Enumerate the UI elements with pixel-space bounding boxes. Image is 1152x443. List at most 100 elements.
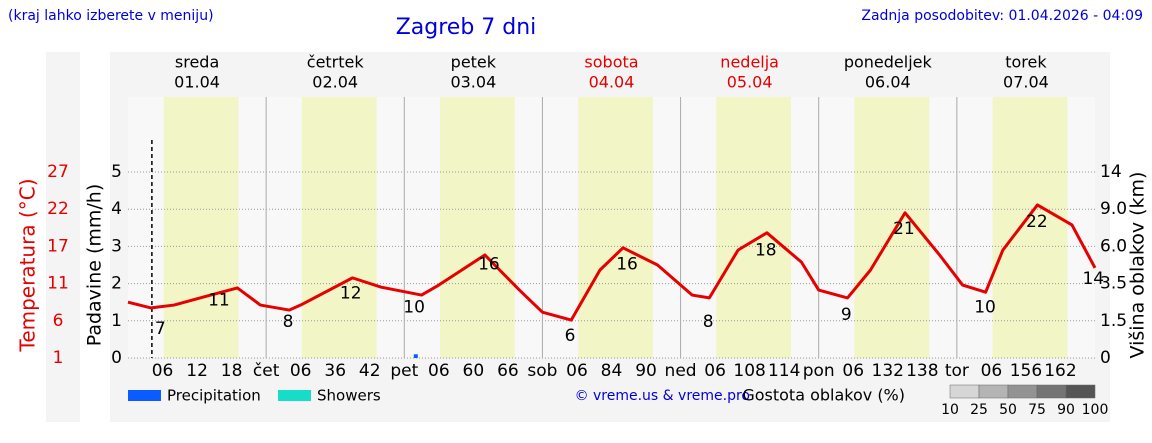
x-tick-label: 84 bbox=[601, 361, 623, 381]
legend-label: Precipitation bbox=[167, 387, 261, 405]
temperature-tick-label: 11 bbox=[47, 274, 69, 294]
x-tick-label: 36 bbox=[324, 361, 346, 381]
cloud-height-tick-label: 9.0 bbox=[1100, 199, 1127, 219]
y-tick-label: 0 bbox=[111, 348, 122, 368]
x-tick-label: pet bbox=[390, 361, 418, 381]
y-tick-label: 2 bbox=[111, 274, 122, 294]
cloud-scale-label: 100 bbox=[1082, 402, 1109, 418]
temperature-label: 16 bbox=[478, 255, 500, 275]
daylight-band bbox=[301, 97, 377, 358]
legend-label: Showers bbox=[317, 387, 381, 405]
day-name: nedelja bbox=[720, 53, 779, 72]
y-axis-title: Padavine (mm/h) bbox=[84, 184, 106, 347]
temperature-label: 8 bbox=[283, 312, 294, 332]
temperature-label: 16 bbox=[616, 255, 638, 275]
day-date: 04.04 bbox=[589, 73, 635, 92]
temperature-label: 10 bbox=[403, 298, 425, 318]
page-title: Zagreb 7 dni bbox=[396, 15, 537, 40]
daylight-band bbox=[439, 97, 515, 358]
x-tick-label: sob bbox=[527, 361, 557, 381]
x-tick-label: 06 bbox=[981, 361, 1003, 381]
cloud-height-tick-label: 0 bbox=[1100, 348, 1111, 368]
credit: © vreme.us & vreme.pro bbox=[575, 388, 750, 404]
x-tick-label: 12 bbox=[186, 361, 208, 381]
cloud-scale-label: 75 bbox=[1028, 402, 1046, 418]
day-date: 06.04 bbox=[865, 73, 911, 92]
temperature-label: 8 bbox=[703, 312, 714, 332]
temperature-tick-label: 1 bbox=[53, 348, 64, 368]
day-name: četrtek bbox=[307, 53, 365, 72]
daylight-band bbox=[716, 97, 792, 358]
temperature-label: 22 bbox=[1026, 212, 1048, 232]
cloud-scale-label: 25 bbox=[970, 402, 988, 418]
cloud-height-tick-label: 6.0 bbox=[1100, 236, 1127, 256]
temperature-label: 12 bbox=[340, 283, 362, 303]
cloud-height-tick-label: 14 bbox=[1100, 162, 1122, 182]
cloud-height-tick-label: 3.5 bbox=[1100, 274, 1127, 294]
temperature-tick-label: 6 bbox=[53, 311, 64, 331]
cloud-scale-box bbox=[1065, 384, 1096, 399]
x-tick-label: ned bbox=[665, 361, 697, 381]
x-tick-label: 06 bbox=[566, 361, 588, 381]
daylight-band bbox=[992, 97, 1068, 358]
x-tick-label: 108 bbox=[733, 361, 765, 381]
daylight-band bbox=[163, 97, 239, 358]
cloud-scale-label: 10 bbox=[941, 402, 959, 418]
x-tick-label: 162 bbox=[1044, 361, 1076, 381]
x-tick-label: 60 bbox=[463, 361, 485, 381]
x-tick-label: 90 bbox=[635, 361, 657, 381]
day-name: torek bbox=[1005, 53, 1047, 72]
day-name: ponedeljek bbox=[844, 53, 933, 72]
temperature-label: 21 bbox=[893, 219, 915, 239]
x-tick-label: 06 bbox=[152, 361, 174, 381]
menu-hint: (kraj lahko izberete v meniju) bbox=[8, 8, 214, 24]
cloud-height-tick-label: 1.5 bbox=[1100, 311, 1127, 331]
day-name: sobota bbox=[584, 53, 638, 72]
temperature-label: 6 bbox=[565, 326, 576, 346]
x-tick-label: 06 bbox=[290, 361, 312, 381]
y-tick-label: 1 bbox=[111, 311, 122, 331]
cloud-scale-box bbox=[1007, 384, 1038, 399]
temperature-label: 11 bbox=[208, 290, 230, 310]
update-time: Zadnja posodobitev: 01.04.2026 - 04:09 bbox=[861, 8, 1143, 24]
day-name: petek bbox=[451, 53, 497, 72]
day-date: 05.04 bbox=[727, 73, 773, 92]
x-tick-label: pon bbox=[803, 361, 835, 381]
cloud-scale-label: 50 bbox=[999, 402, 1017, 418]
legend-swatch bbox=[278, 390, 311, 401]
cloud-scale-label: 90 bbox=[1057, 402, 1075, 418]
temperature-label: 9 bbox=[841, 305, 852, 325]
x-tick-label: 18 bbox=[221, 361, 243, 381]
x-tick-label: 156 bbox=[1010, 361, 1042, 381]
day-name: sreda bbox=[175, 53, 219, 72]
daylight-band bbox=[578, 97, 653, 358]
temperature-axis-title: Temperatura (°C) bbox=[16, 178, 40, 352]
day-date: 03.04 bbox=[450, 73, 496, 92]
temperature-label: 18 bbox=[755, 240, 777, 260]
precipitation-bar bbox=[413, 354, 418, 358]
x-tick-label: 66 bbox=[497, 361, 519, 381]
temperature-label: 7 bbox=[155, 319, 166, 339]
x-tick-label: 114 bbox=[768, 361, 800, 381]
x-tick-label: 06 bbox=[842, 361, 864, 381]
x-tick-label: 138 bbox=[906, 361, 938, 381]
temperature-tick-label: 22 bbox=[47, 199, 69, 219]
x-tick-label: 132 bbox=[872, 361, 904, 381]
temperature-line bbox=[127, 203, 1097, 322]
temperature-label: 14 bbox=[1082, 269, 1104, 289]
temperature-tick-label: 27 bbox=[47, 162, 69, 182]
x-tick-label: čet bbox=[253, 361, 280, 381]
left-strip bbox=[46, 52, 80, 422]
legend-swatch bbox=[128, 390, 161, 401]
day-date: 02.04 bbox=[312, 73, 358, 92]
cloud-scale-box bbox=[949, 384, 980, 399]
x-tick-label: 06 bbox=[428, 361, 450, 381]
x-tick-label: tor bbox=[945, 361, 969, 381]
y-tick-label: 4 bbox=[111, 199, 122, 219]
cloud-scale-box bbox=[1036, 384, 1067, 399]
temperature-tick-label: 17 bbox=[47, 236, 69, 256]
x-tick-label: 42 bbox=[359, 361, 381, 381]
y-tick-label: 5 bbox=[111, 162, 122, 182]
cloud-scale-title: Gostota oblakov (%) bbox=[742, 386, 905, 405]
